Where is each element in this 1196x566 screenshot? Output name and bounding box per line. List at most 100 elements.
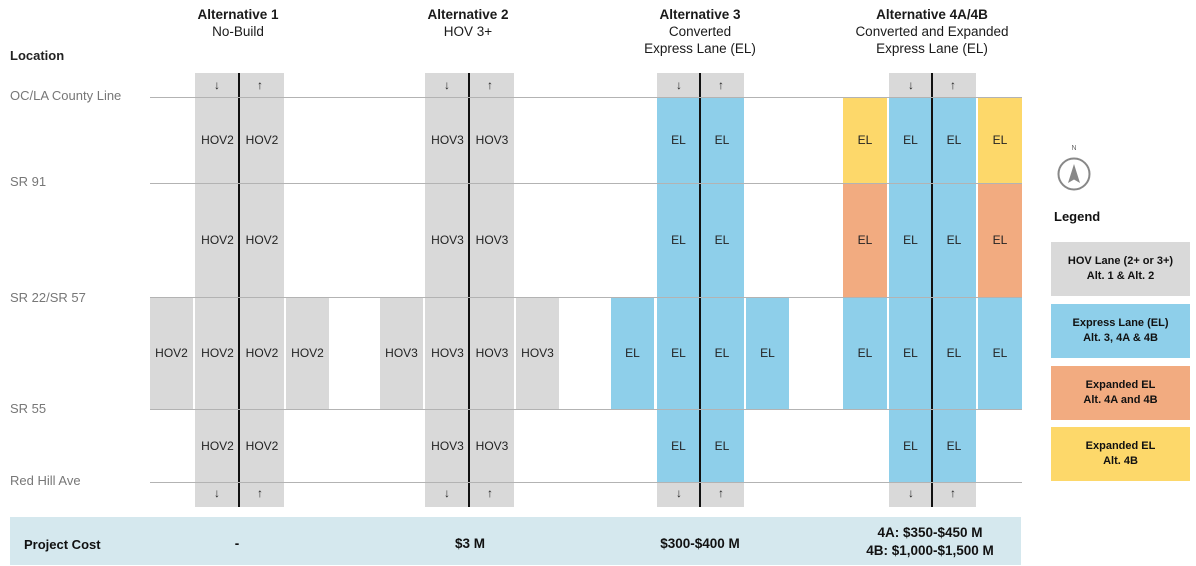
alt2-lane-nb-expanded: HOV3	[516, 297, 559, 409]
alt2-down-arrow-bottom: ↓	[444, 486, 450, 500]
alt4-down-arrow-top: ↓	[908, 78, 914, 92]
alt4-lane-nb-expanded-4a4b: EL	[978, 183, 1022, 297]
alt4-lane-sb-outer-seg3: EL	[843, 297, 887, 409]
cost-alt2: $3 M	[454, 536, 485, 551]
alt2-lane-nb-seg3: HOV3	[470, 297, 514, 409]
alternative-3-subtitle-line2: Express Lane (EL)	[644, 41, 756, 56]
alt4-up-arrow-bottom: ↑	[950, 486, 956, 500]
alt4-lane-sb-seg2: EL	[889, 183, 932, 297]
alt4-lane-nb-seg2: EL	[932, 183, 976, 297]
alternative-2-heading: Alternative 2	[427, 7, 509, 22]
alt2-lane-nb-seg2: HOV3	[470, 183, 514, 297]
alt4-lane-sb-expanded-4a4b: EL	[843, 183, 887, 297]
alt2-up-arrow-top: ↑	[487, 78, 493, 92]
alt4-down-arrow-bottom: ↓	[908, 486, 914, 500]
cost-alt4: 4A: $350-$450 M 4B: $1,000-$1,500 M	[830, 524, 1030, 560]
alt3-lane-nb-seg3: EL	[700, 297, 744, 409]
alt4-lane-sb-seg1: EL	[889, 97, 932, 183]
alt3-lane-sb-expanded: EL	[611, 297, 654, 409]
legend-item-expanded-el-4b: Expanded EL Alt. 4B	[1051, 427, 1190, 481]
alt2-lane-sb-expanded: HOV3	[380, 297, 423, 409]
alt1-down-arrow-top: ↓	[214, 78, 220, 92]
alternative-1-heading: Alternative 1	[197, 7, 279, 22]
alt3-down-arrow-bottom: ↓	[676, 486, 682, 500]
alt4-lane-sb-seg4: EL	[889, 409, 932, 482]
alt2-lane-sb-seg2: HOV3	[425, 183, 470, 297]
alt4-lane-sb-expanded-4b: EL	[843, 97, 887, 183]
location-sr-22-sr-57: SR 22/SR 57	[10, 290, 86, 305]
alt3-up-arrow-bottom: ↑	[718, 486, 724, 500]
legend-item-hov-lane: HOV Lane (2+ or 3+) Alt. 1 & Alt. 2	[1051, 242, 1190, 296]
alt2-lane-sb-seg1: HOV3	[425, 97, 470, 183]
alt1-lane-sb-seg2: HOV2	[195, 183, 240, 297]
location-sr-91: SR 91	[10, 174, 47, 189]
alt3-lane-nb-expanded: EL	[746, 297, 789, 409]
legend-item-expanded-el-4a-4b-line2: Alt. 4A and 4B	[1083, 394, 1158, 406]
alternative-3-title: Alternative 3 Converted Express Lane (EL…	[600, 6, 800, 57]
alt3-up-arrow-top: ↑	[718, 78, 724, 92]
alt4-up-arrow-top: ↑	[950, 78, 956, 92]
legend-item-express-lane-line2: Alt. 3, 4A & 4B	[1083, 332, 1158, 344]
alt1-up-arrow-bottom: ↑	[257, 486, 263, 500]
alt3-lane-sb-seg2: EL	[657, 183, 700, 297]
alt3-lane-sb-seg3: EL	[657, 297, 700, 409]
alt1-lane-nb-seg3: HOV2	[240, 297, 284, 409]
legend-item-expanded-el-4a-4b-line1: Expanded EL	[1085, 379, 1156, 391]
boundary-line-sr-22-sr-57	[150, 297, 1022, 298]
alternative-4-subtitle-line2: Express Lane (EL)	[876, 41, 988, 56]
alt1-lane-nb-seg2: HOV2	[240, 183, 284, 297]
alt3-down-arrow-top: ↓	[676, 78, 682, 92]
alt1-up-arrow-top: ↑	[257, 78, 263, 92]
alt4-lane-nb-seg1: EL	[932, 97, 976, 183]
alternative-2-title: Alternative 2 HOV 3+	[380, 6, 556, 40]
legend-item-expanded-el-4a-4b: Expanded EL Alt. 4A and 4B	[1051, 366, 1190, 420]
legend-item-expanded-el-4b-line1: Expanded EL	[1085, 440, 1156, 452]
project-cost-label: Project Cost	[24, 537, 101, 552]
legend-item-express-lane-line1: Express Lane (EL)	[1072, 317, 1169, 329]
alt2-down-arrow-top: ↓	[444, 78, 450, 92]
alt4-lane-nb-seg3: EL	[932, 297, 976, 409]
alt2-lane-sb-seg4: HOV3	[425, 409, 470, 482]
north-letter: N	[1071, 145, 1076, 152]
alternative-1-title: Alternative 1 No-Build	[150, 6, 326, 40]
alt3-lane-nb-seg2: EL	[700, 183, 744, 297]
alternative-4-heading: Alternative 4A/4B	[876, 7, 988, 22]
alt3-median-line	[699, 73, 701, 507]
alternative-4-title: Alternative 4A/4B Converted and Expanded…	[820, 6, 1044, 57]
alternative-4-subtitle-line1: Converted and Expanded	[855, 24, 1009, 39]
alternative-2-subtitle: HOV 3+	[443, 24, 493, 39]
legend-title: Legend	[1054, 209, 1101, 224]
alt1-down-arrow-bottom: ↓	[214, 486, 220, 500]
alt1-lane-sb-seg1: HOV2	[195, 97, 240, 183]
cost-alt3: $300-$400 M	[660, 536, 740, 551]
location-red-hill-ave: Red Hill Ave	[10, 473, 81, 488]
alt4-lane-nb-seg4: EL	[932, 409, 976, 482]
cost-alt4a: 4A: $350-$450 M	[877, 525, 983, 540]
alt3-lane-sb-seg1: EL	[657, 97, 700, 183]
alt1-lane-nb-seg1: HOV2	[240, 97, 284, 183]
alt3-lane-sb-seg4: EL	[657, 409, 700, 482]
alternative-3-heading: Alternative 3	[659, 7, 741, 22]
location-sr-55: SR 55	[10, 401, 47, 416]
alt2-up-arrow-bottom: ↑	[487, 486, 493, 500]
alt1-lane-sb-seg3: HOV2	[195, 297, 240, 409]
alt4-lane-nb-expanded-4b: EL	[978, 97, 1022, 183]
alt4-lane-nb-outer-seg3: EL	[978, 297, 1022, 409]
north-arrow-icon: N	[1057, 145, 1091, 191]
alt2-lane-nb-seg4: HOV3	[470, 409, 514, 482]
legend-item-hov-lane-line1: HOV Lane (2+ or 3+)	[1067, 255, 1174, 267]
alt2-lane-sb-seg3: HOV3	[425, 297, 470, 409]
boundary-line-oc-la-county-line	[150, 97, 1022, 98]
boundary-line-sr-55	[150, 409, 1022, 410]
boundary-line-sr-91	[150, 183, 1022, 184]
legend-item-express-lane: Express Lane (EL) Alt. 3, 4A & 4B	[1051, 304, 1190, 358]
legend-item-expanded-el-4b-line2: Alt. 4B	[1103, 455, 1138, 467]
alt1-lane-nb-expanded: HOV2	[286, 297, 329, 409]
alt4-median-line	[931, 73, 933, 507]
alt1-lane-sb-seg4: HOV2	[195, 409, 240, 482]
alt1-median-line	[238, 73, 240, 507]
alternative-3-subtitle-line1: Converted	[668, 24, 732, 39]
boundary-line-red-hill-ave	[150, 482, 1022, 483]
alternative-1-subtitle: No-Build	[212, 24, 264, 39]
location-header: Location	[10, 48, 65, 63]
